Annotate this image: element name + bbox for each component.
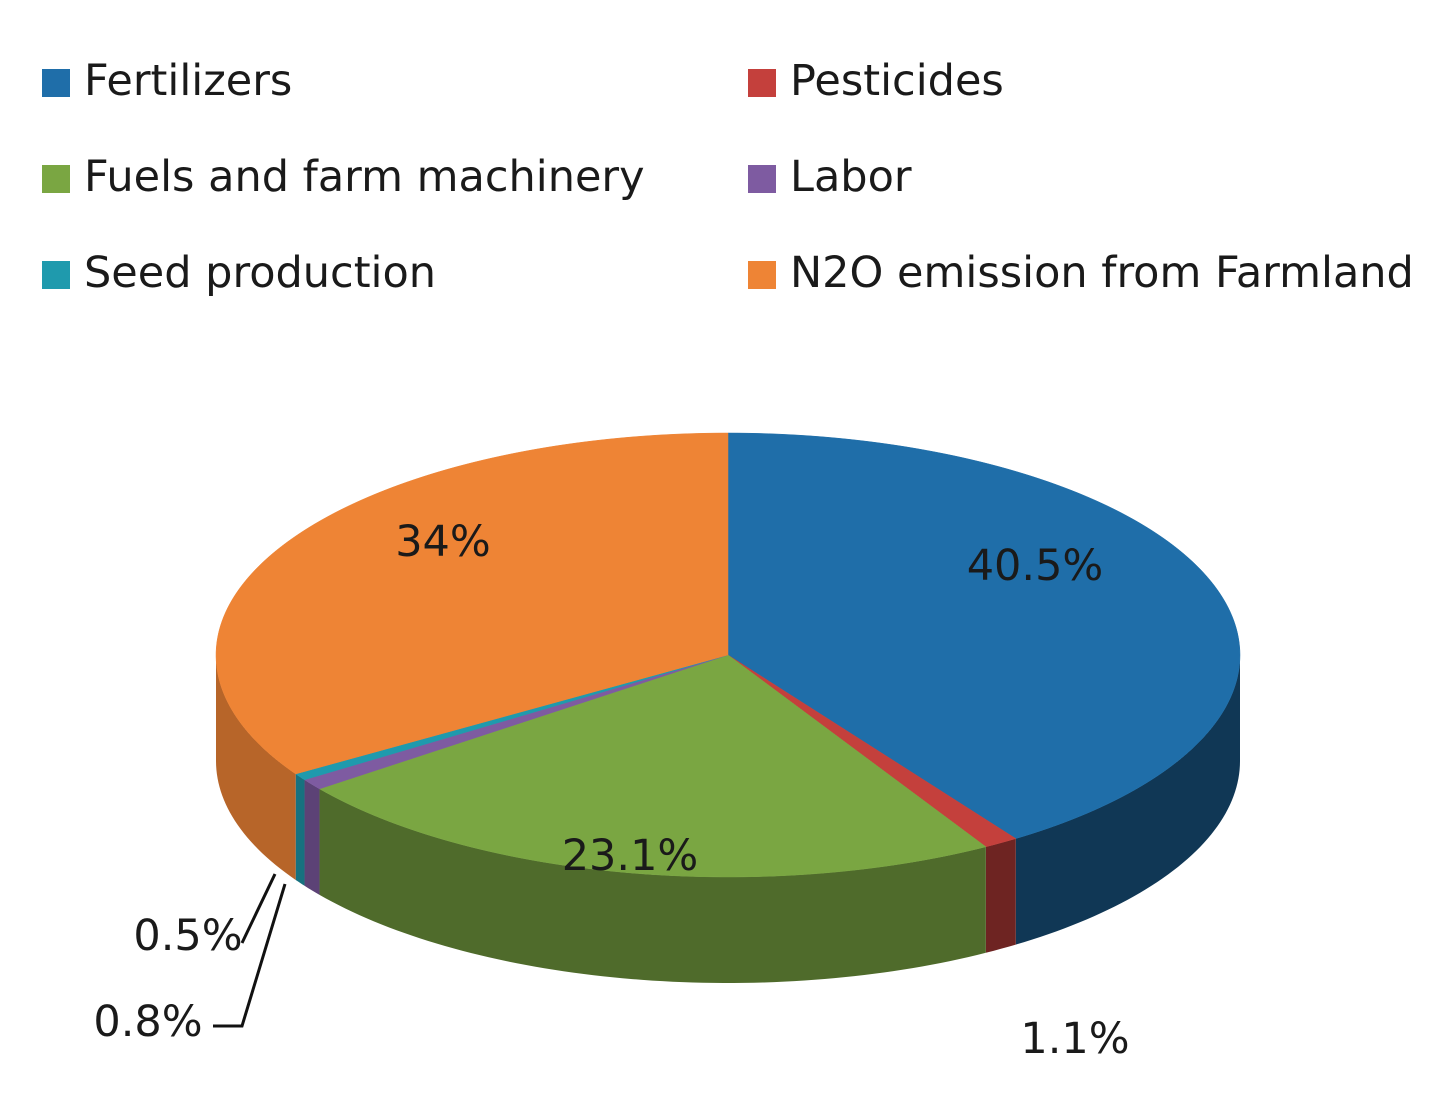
legend-item-labor: Labor (748, 152, 912, 202)
legend-item-fuels-and-farm-machinery: Fuels and farm machinery (42, 152, 645, 202)
legend-item-seed-production: Seed production (42, 248, 436, 298)
slice-fuels-and-farm-machinery (318, 654, 987, 878)
data-labels: 40.5% 1.1% 23.1% 0.8% 0.5% 34% (93, 517, 1129, 1064)
legend-label: Fuels and farm machinery (84, 152, 645, 202)
data-label-pesticides: 1.1% (1020, 1014, 1129, 1064)
legend-label: Labor (790, 152, 912, 202)
legend-item-pesticides: Pesticides (748, 56, 1004, 106)
side-n2o-emission-from-farmland (216, 655, 296, 880)
legend-swatch (748, 261, 776, 289)
side-labor (304, 779, 320, 895)
side-seed-production (295, 773, 305, 886)
data-label-seed-production: 0.5% (133, 911, 242, 961)
legend-item-n2o-emission-from-farmland: N2O emission from Farmland (748, 248, 1414, 298)
leader-line-seed-production (240, 873, 277, 944)
data-label-n2o-emission-from-farmland: 34% (395, 517, 491, 567)
legend-swatch (748, 165, 776, 193)
pie-top (215, 432, 1241, 878)
legend-swatch (42, 261, 70, 289)
legend-label: Seed production (84, 248, 436, 298)
pie-sides (216, 655, 1240, 983)
data-label-fertilizers: 40.5% (967, 541, 1104, 591)
legend-swatch (748, 69, 776, 97)
legend-label: Fertilizers (84, 56, 292, 106)
slice-n2o-emission-from-farmland (215, 432, 729, 775)
data-label-fuels-and-farm-machinery: 23.1% (562, 831, 699, 881)
legend-swatch (42, 165, 70, 193)
slice-fertilizers (727, 432, 1241, 839)
legend-label: Pesticides (790, 56, 1004, 106)
side-pesticides (985, 838, 1016, 953)
legend-swatch (42, 69, 70, 97)
side-fuels-and-farm-machinery (319, 788, 986, 983)
legend: Fertilizers Pesticides Fuels and farm mach… (42, 56, 1414, 298)
leader-line-labor (213, 883, 287, 1028)
legend-item-fertilizers: Fertilizers (42, 56, 292, 106)
side-fertilizers (1015, 655, 1240, 945)
data-label-labor: 0.8% (93, 997, 202, 1047)
legend-label: N2O emission from Farmland (790, 248, 1414, 298)
